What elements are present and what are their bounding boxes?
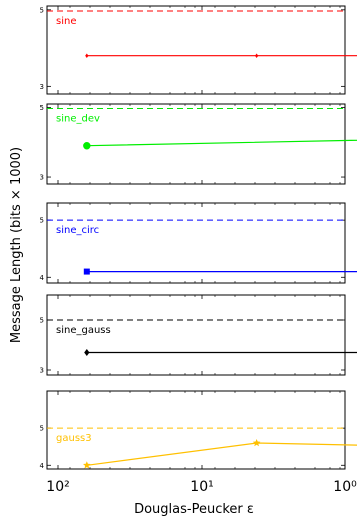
series-line (86, 442, 357, 466)
series-label: sine_circ (56, 225, 99, 236)
series-line (86, 55, 357, 57)
axes-frame (46, 202, 346, 284)
axes-frame (46, 103, 346, 185)
panel-sine_dev: 3 5 sine_dev (40, 103, 357, 185)
axes-frame (46, 294, 346, 376)
series-line (86, 271, 357, 273)
series-line (86, 139, 357, 147)
panel-sine_gauss: 3 5 sine_gauss (40, 294, 357, 376)
y-tick-label: 3 (40, 367, 44, 375)
x-axis-label: Douglas-Peucker ε (134, 502, 254, 517)
y-axis-label: Message Length (bits × 1000) (9, 147, 24, 343)
y-tick-label: 3 (40, 83, 44, 91)
series-label: sine_dev (56, 114, 100, 125)
data-point (84, 349, 90, 356)
x-axis-ticks: 10² 10¹ 10⁰ (46, 479, 357, 495)
panel-sine_circ: 4 5 sine_circ (40, 202, 357, 284)
y-tick-label: 4 (40, 274, 45, 282)
series-label: sine (56, 16, 76, 27)
x-tick-label: 10² (46, 479, 69, 495)
data-point (85, 53, 89, 58)
y-tick-label: 5 (40, 217, 44, 225)
axes-frame (46, 390, 346, 470)
data-point (83, 268, 90, 275)
axes-frame (46, 5, 346, 95)
y-tick-label: 5 (40, 425, 44, 433)
data-point (83, 461, 91, 469)
x-tick-label: 10¹ (190, 479, 213, 495)
y-tick-label: 5 (40, 6, 44, 14)
y-tick-label: 5 (40, 317, 44, 325)
x-tick-label: 10⁰ (333, 479, 357, 495)
panel-gauss3: 4 5 gauss3 (40, 390, 357, 470)
series-label: gauss3 (56, 433, 92, 444)
series-line (86, 351, 357, 354)
y-tick-label: 5 (40, 104, 44, 112)
panel-sine: 3 5 sine (40, 5, 357, 95)
y-tick-label: 3 (40, 174, 44, 182)
series-label: sine_gauss (56, 325, 111, 336)
data-point (254, 53, 259, 58)
data-point (252, 439, 261, 447)
data-point (83, 142, 91, 150)
y-tick-label: 4 (40, 462, 45, 470)
panels: 3 5 sine 3 5 sine_dev 4 5 sine_circ 3 5 sine_gauss 4… (40, 5, 357, 470)
